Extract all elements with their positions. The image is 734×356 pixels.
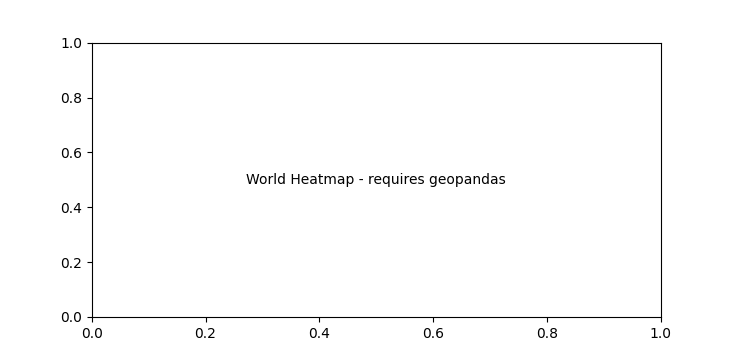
Text: World Heatmap - requires geopandas: World Heatmap - requires geopandas [247, 173, 506, 187]
